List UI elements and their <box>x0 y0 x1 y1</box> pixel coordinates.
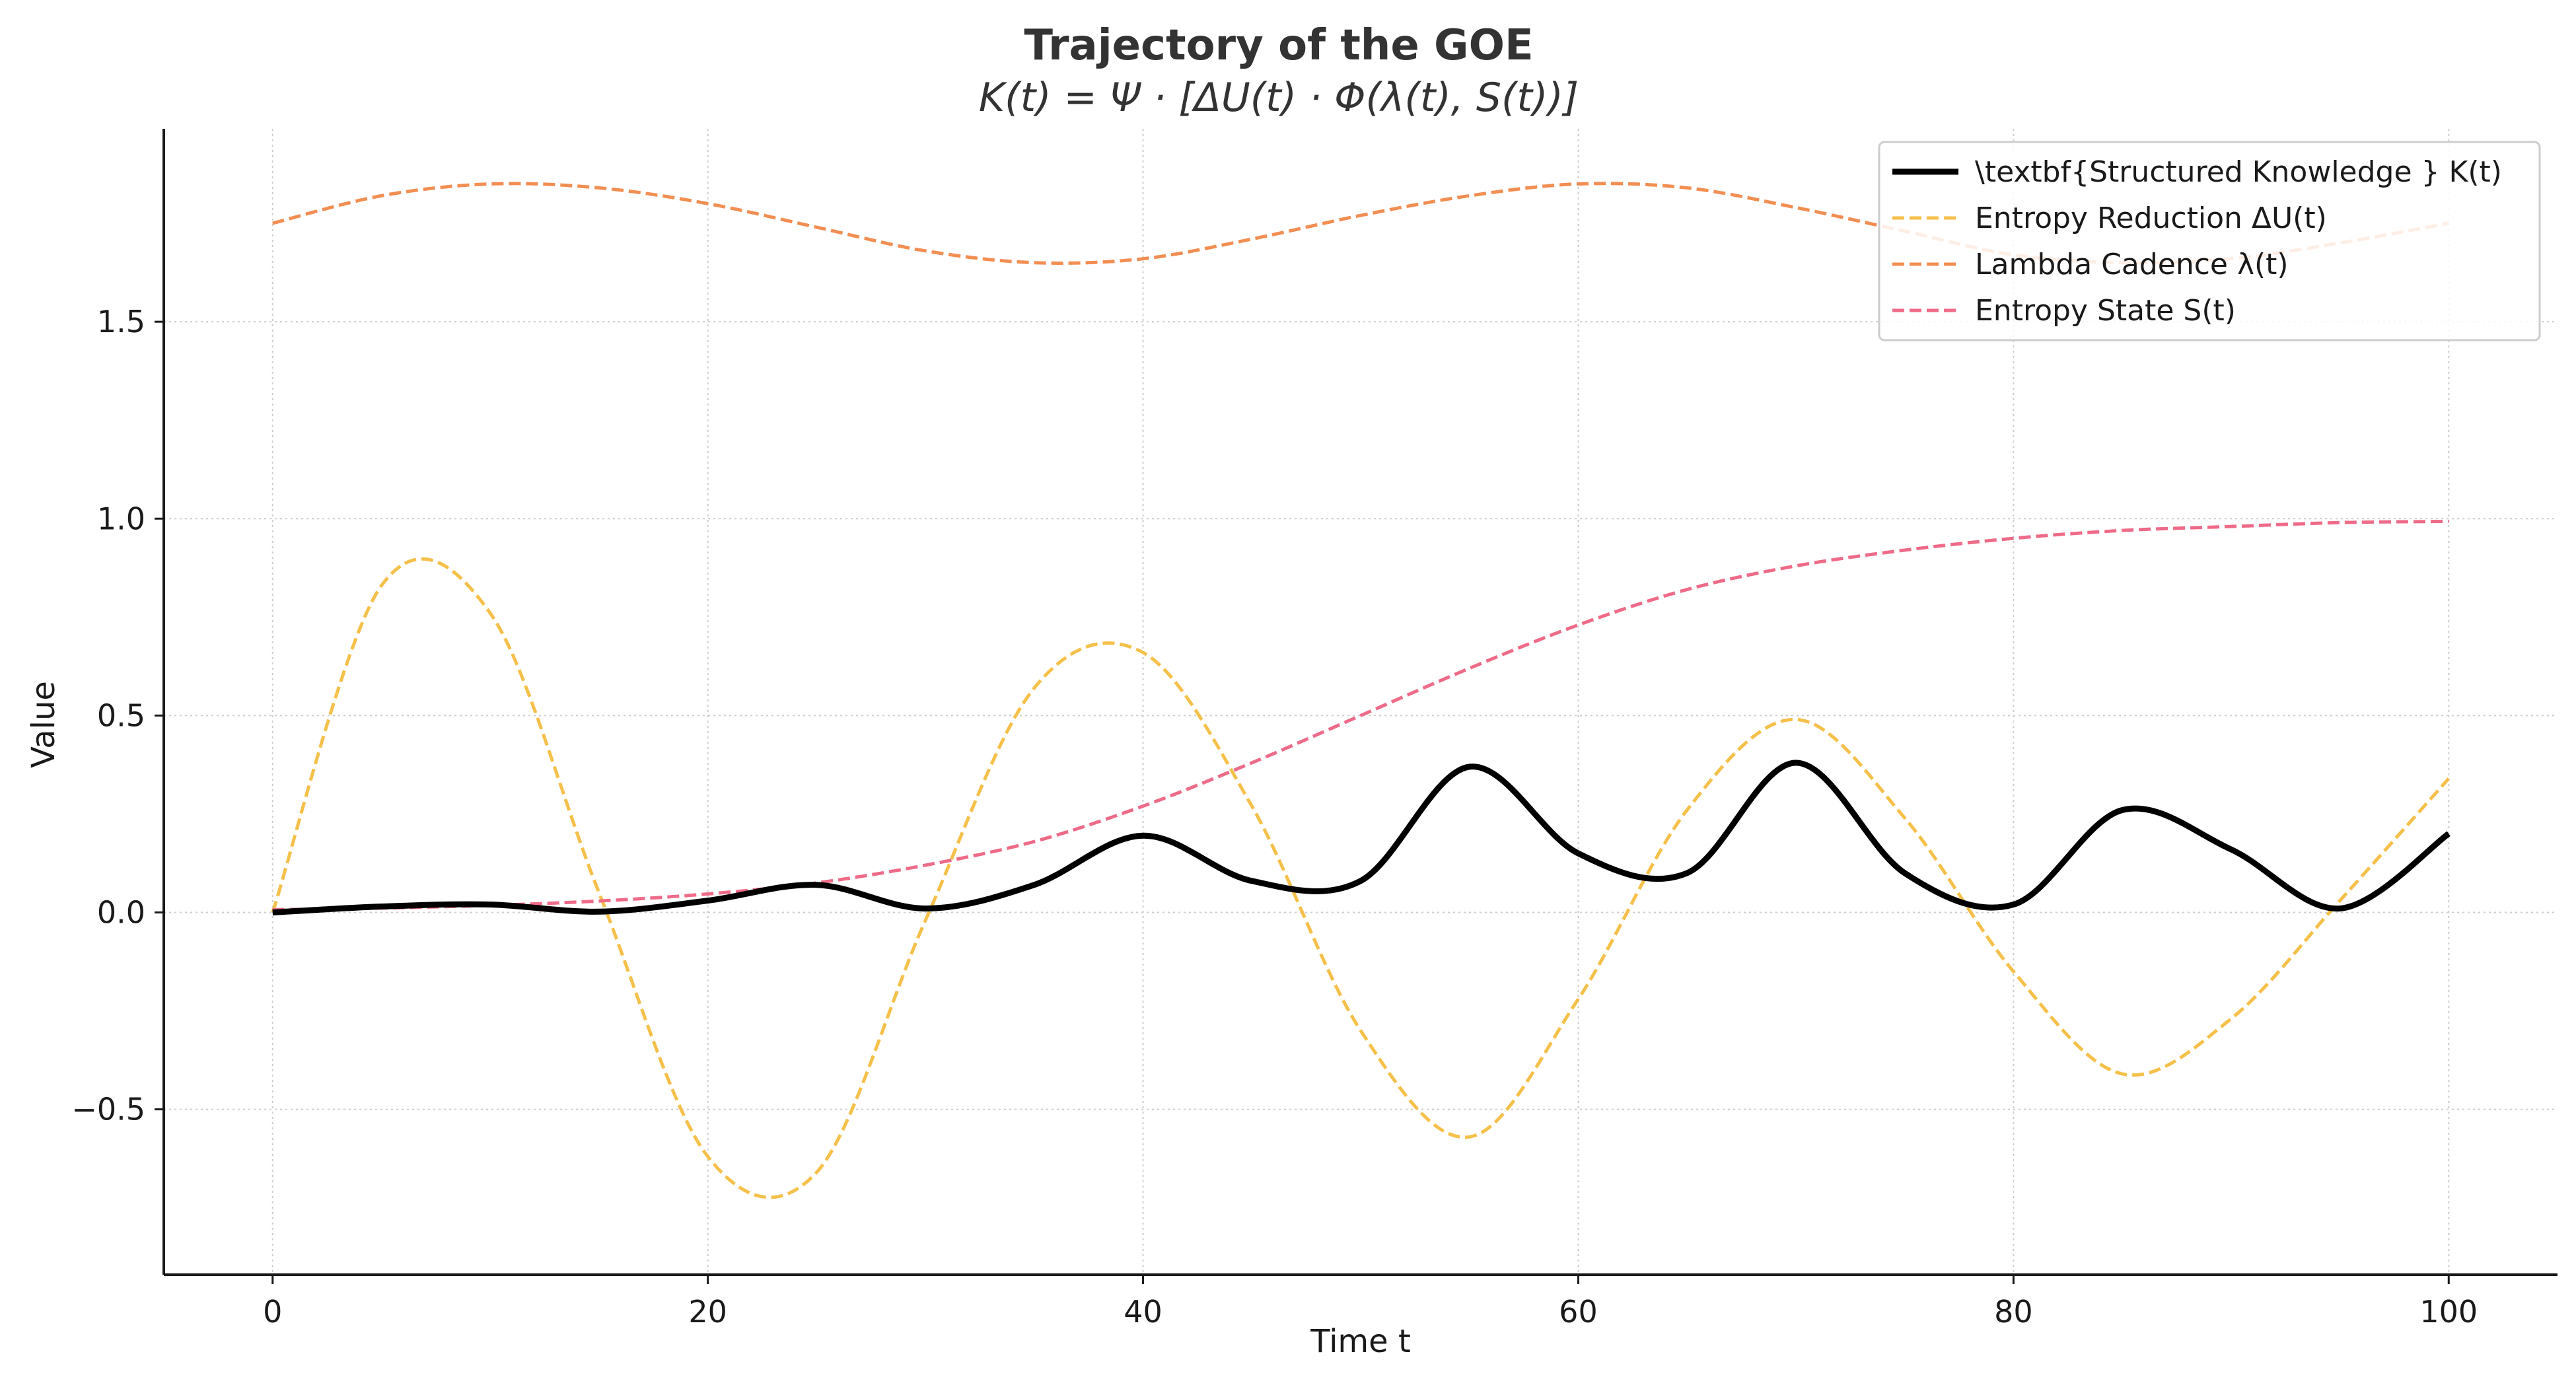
x-tick-label: 20 <box>688 1294 727 1330</box>
chart-subtitle: K(t) = Ψ · [ΔU(t) · Φ(λ(t), S(t))] <box>979 75 1579 121</box>
series-line-1 <box>271 557 2451 1199</box>
y-axis-label: Value <box>25 681 62 768</box>
x-tick-label: 0 <box>263 1294 282 1330</box>
y-tick-label: 0.5 <box>97 697 145 733</box>
y-tick-label: 1.5 <box>97 304 145 339</box>
x-tick-label: 60 <box>1559 1294 1598 1330</box>
y-tick-label: 1.0 <box>97 501 145 536</box>
axes <box>162 129 2558 1276</box>
legend-label-1: Entropy Reduction ΔU(t) <box>1975 201 2327 235</box>
ticks: 0 20 40 60 80 100 −0.5 0.0 0.5 1.0 1.5 <box>71 304 2478 1330</box>
chart-title: Trajectory of the GOE <box>1024 21 1533 70</box>
x-tick-label: 40 <box>1124 1294 1163 1330</box>
legend: \textbf{Structured Knowledge } K(t) Entro… <box>1878 141 2541 341</box>
y-tick-label: 0.0 <box>97 894 145 930</box>
legend-frame <box>1878 141 2541 341</box>
x-axis-label: Time t <box>1310 1323 1411 1360</box>
legend-label-0: \textbf{Structured Knowledge } K(t) <box>1975 155 2502 189</box>
series-line-3 <box>272 519 2449 911</box>
x-tick-label: 100 <box>2419 1294 2478 1330</box>
x-tick-label: 80 <box>1994 1294 2033 1330</box>
y-tick-label: −0.5 <box>71 1092 145 1127</box>
series-line-0 <box>272 760 2451 915</box>
legend-label-2: Lambda Cadence λ(t) <box>1975 248 2289 281</box>
legend-label-3: Entropy State S(t) <box>1975 294 2236 328</box>
